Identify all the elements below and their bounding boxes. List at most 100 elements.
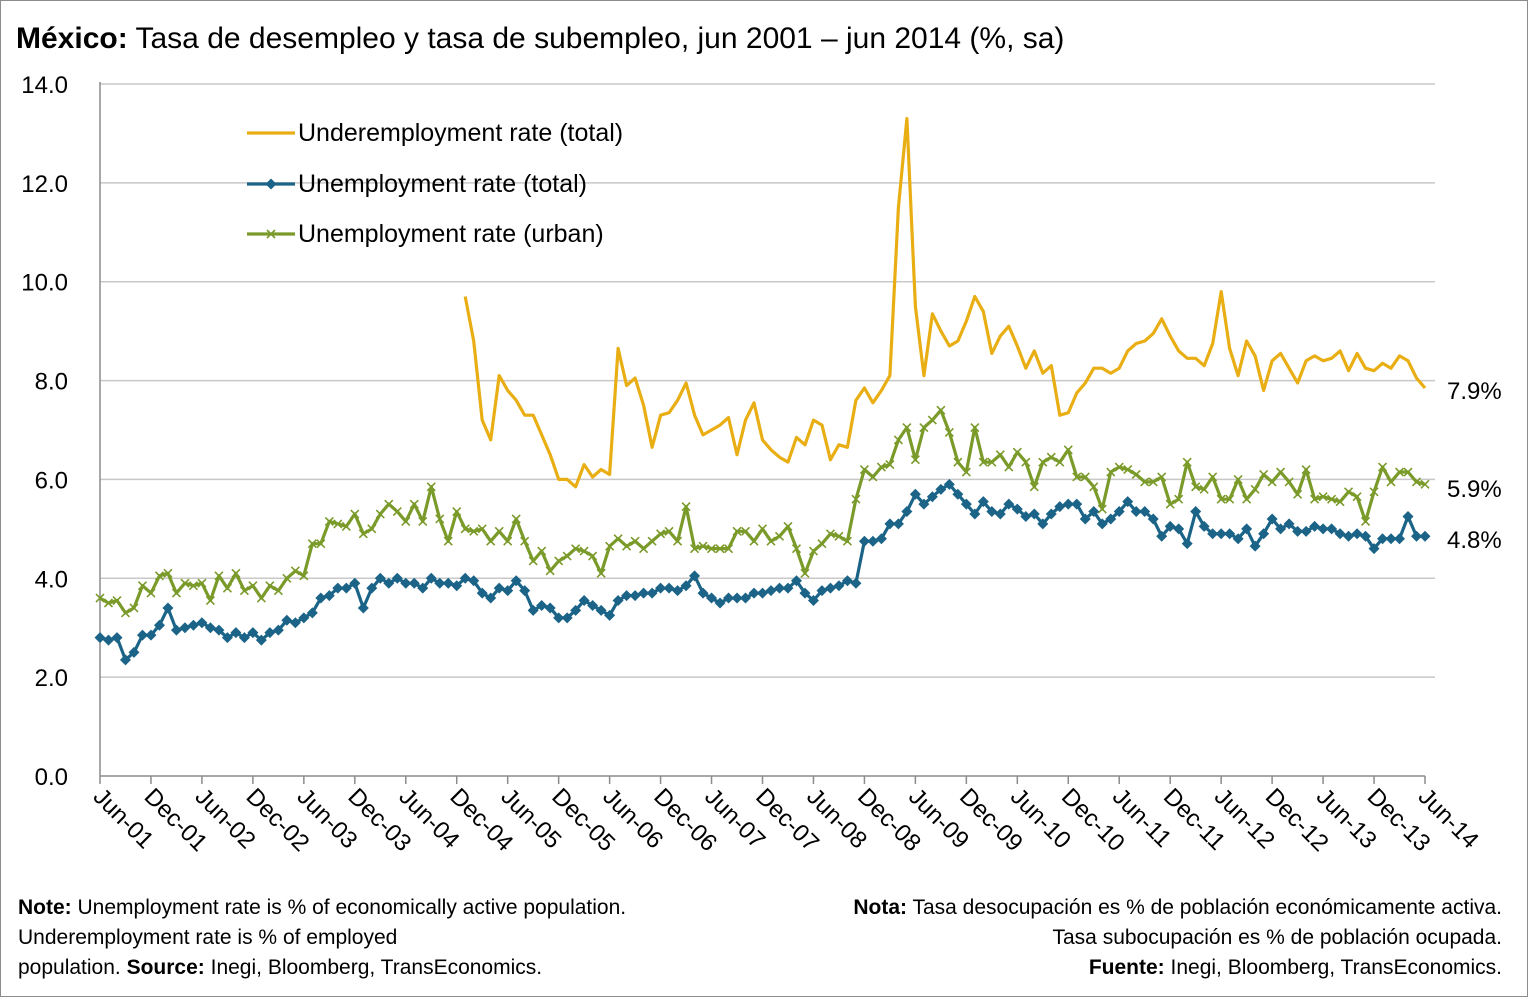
data-point-x [299, 571, 309, 581]
data-point-diamond [570, 604, 582, 616]
data-point-x [970, 422, 980, 433]
data-point-x [910, 455, 920, 465]
data-point-x [333, 519, 343, 529]
data-point-x [137, 581, 148, 591]
data-point-diamond [332, 582, 344, 594]
data-point-x [1038, 457, 1048, 467]
data-point-diamond [1215, 528, 1227, 540]
data-point-x [571, 544, 581, 554]
y-tick-label: 6.0 [35, 467, 68, 494]
data-point-x [1216, 494, 1226, 504]
data-point-diamond [1156, 530, 1168, 542]
data-point-diamond [816, 585, 828, 597]
data-point-diamond [1071, 498, 1083, 510]
data-point-diamond [298, 612, 310, 624]
data-point-x [1123, 464, 1133, 475]
data-point-x [630, 536, 640, 546]
data-point-diamond [255, 634, 267, 646]
data-point-x [188, 581, 198, 591]
data-point-diamond [119, 654, 131, 666]
data-point-x [1182, 457, 1192, 467]
data-point-diamond [1343, 530, 1355, 542]
data-point-x [715, 544, 725, 554]
data-point-x [1089, 482, 1099, 492]
data-point-diamond [723, 592, 735, 604]
data-point-diamond [867, 535, 879, 547]
data-point-x [528, 556, 538, 566]
data-point-diamond [1003, 498, 1015, 510]
data-point-x [1242, 494, 1252, 504]
data-point-x [435, 514, 445, 524]
data-point-x [1420, 479, 1430, 489]
data-point-x [579, 546, 589, 556]
data-point-x [239, 586, 249, 596]
data-point-diamond [1054, 501, 1066, 513]
data-point-x [1208, 472, 1218, 482]
data-point-x [698, 541, 708, 551]
legend-label: Unemployment rate (urban) [298, 220, 604, 248]
data-point-x [596, 568, 606, 578]
data-point-diamond [128, 646, 140, 658]
data-point-x [732, 526, 742, 536]
data-point-diamond [417, 582, 429, 594]
data-point-x [808, 546, 819, 556]
data-point-diamond [740, 592, 752, 604]
data-point-x [902, 422, 912, 433]
data-point-diamond [706, 592, 718, 604]
data-point-diamond [714, 597, 726, 609]
data-point-x [266, 229, 276, 239]
data-point-x [1318, 492, 1328, 502]
end-value-label: 4.8% [1447, 527, 1502, 554]
data-point-diamond [875, 533, 887, 545]
data-point-diamond [1394, 533, 1406, 545]
data-point-diamond [1088, 506, 1100, 518]
data-point-x [486, 536, 496, 546]
note-english: Note: Unemployment rate is % of economic… [18, 893, 626, 983]
data-point-diamond [136, 629, 148, 641]
source-label: Source: [126, 956, 205, 979]
data-point-x [672, 536, 683, 546]
data-point-diamond [604, 609, 616, 621]
data-point-x [222, 583, 232, 593]
data-point-x [749, 536, 759, 546]
end-value-labels: 7.9% 5.9% 4.8% [1447, 378, 1502, 554]
chart-title-country: México: [16, 22, 128, 55]
data-point-diamond [553, 612, 565, 624]
data-point-diamond [1147, 513, 1159, 525]
data-point-x [1250, 484, 1260, 494]
data-point-diamond [782, 582, 794, 594]
data-point-x [95, 593, 105, 603]
data-point-diamond [1385, 533, 1397, 545]
data-point-diamond [807, 595, 819, 607]
note-english-line-1: Note: Unemployment rate is % of economic… [18, 893, 626, 923]
data-point-x [893, 435, 903, 445]
data-point-diamond [977, 496, 989, 508]
data-point-x [961, 467, 971, 477]
data-point-x [1233, 474, 1243, 484]
data-point-x [605, 541, 615, 551]
data-point-diamond [858, 535, 870, 547]
data-point-diamond [841, 575, 853, 587]
data-point-diamond [680, 580, 692, 592]
line-chart: 0.02.04.06.08.010.012.014.0Jun-01Dec-01J… [21, 72, 1502, 857]
data-point-diamond [510, 575, 522, 587]
data-point-x [180, 578, 190, 588]
data-point-diamond [943, 478, 955, 490]
y-tick-label: 4.0 [35, 566, 68, 593]
data-point-x [859, 464, 869, 475]
data-point-x [409, 499, 419, 509]
data-point-x [740, 526, 751, 536]
data-point-diamond [213, 624, 225, 636]
data-point-diamond [230, 627, 242, 639]
data-point-diamond [1351, 528, 1363, 540]
data-point-x [995, 450, 1005, 460]
data-point-diamond [1062, 498, 1074, 510]
data-point-diamond [969, 508, 981, 520]
data-point-x [1012, 447, 1022, 457]
data-point-x [1191, 482, 1201, 492]
data-point-diamond [697, 587, 709, 599]
data-point-x [953, 457, 963, 467]
series [94, 117, 1431, 666]
end-value-label: 7.9% [1447, 378, 1502, 405]
data-point-diamond [1317, 523, 1329, 535]
